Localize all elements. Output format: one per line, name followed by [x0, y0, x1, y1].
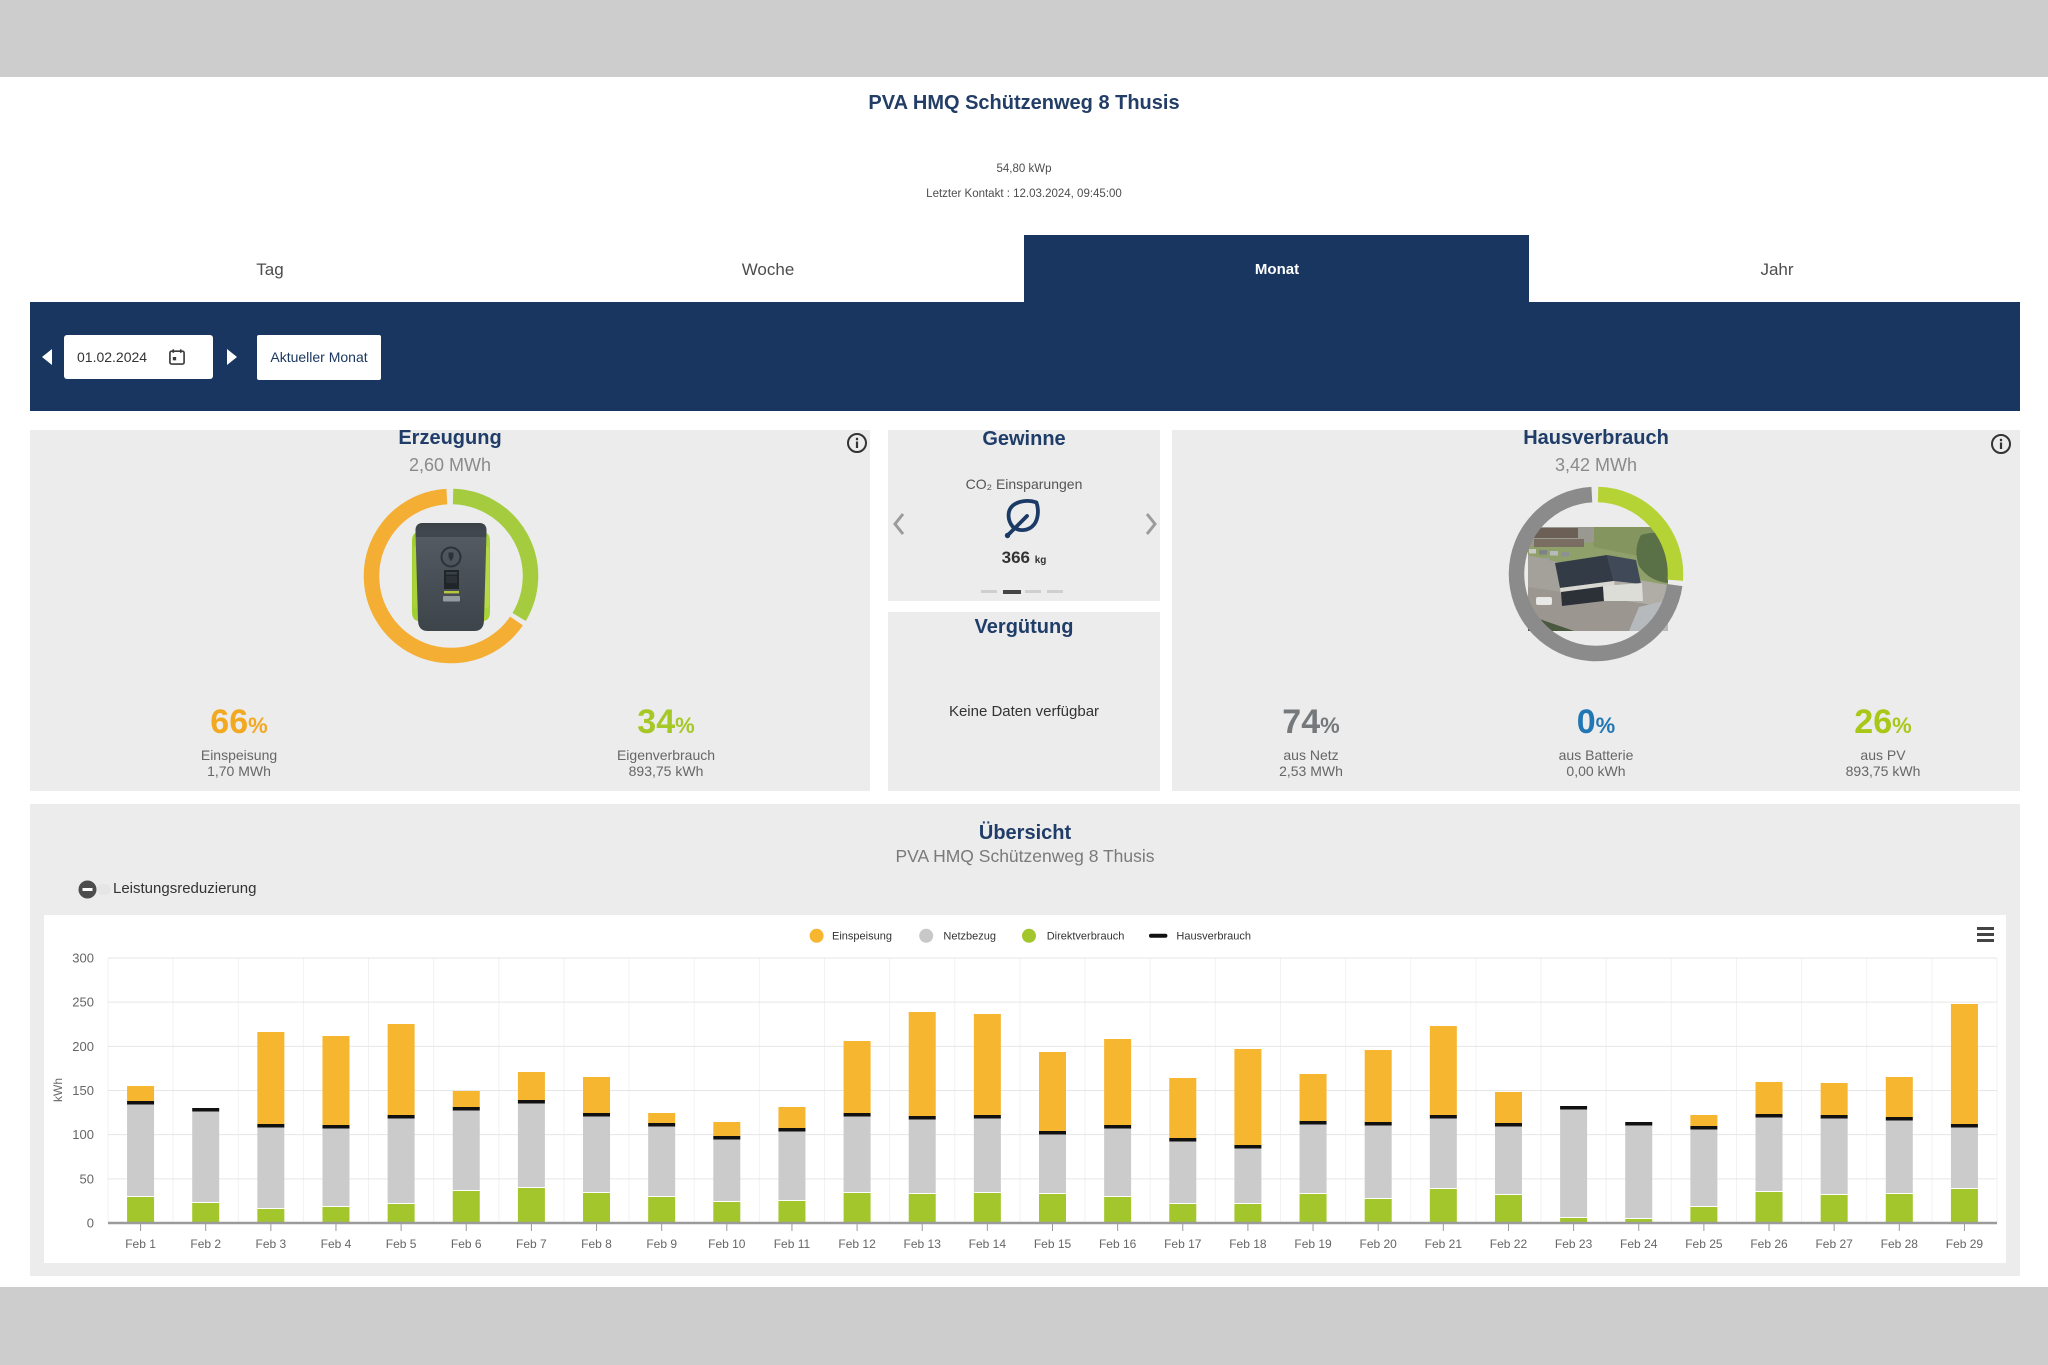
svg-text:Feb 24: Feb 24 [1620, 1237, 1658, 1251]
svg-text:Feb 15: Feb 15 [1034, 1237, 1072, 1251]
svg-text:Feb 20: Feb 20 [1360, 1237, 1398, 1251]
svg-text:Feb 5: Feb 5 [386, 1237, 417, 1251]
svg-text:Netzbezug: Netzbezug [943, 931, 996, 943]
svg-text:kWh: kWh [51, 1078, 65, 1102]
svg-text:Einspeisung: Einspeisung [832, 931, 892, 943]
svg-text:Feb 23: Feb 23 [1555, 1237, 1593, 1251]
svg-text:Feb 28: Feb 28 [1881, 1237, 1919, 1251]
svg-text:100: 100 [72, 1127, 94, 1142]
svg-text:Feb 27: Feb 27 [1815, 1237, 1853, 1251]
svg-text:Feb 8: Feb 8 [581, 1237, 612, 1251]
svg-text:Feb 21: Feb 21 [1425, 1237, 1463, 1251]
svg-text:Feb 9: Feb 9 [646, 1237, 677, 1251]
svg-text:Feb 1: Feb 1 [125, 1237, 156, 1251]
svg-text:Feb 22: Feb 22 [1490, 1237, 1528, 1251]
svg-text:250: 250 [72, 995, 94, 1010]
svg-text:Hausverbrauch: Hausverbrauch [1176, 931, 1251, 943]
svg-text:Feb 19: Feb 19 [1294, 1237, 1332, 1251]
svg-text:Feb 16: Feb 16 [1099, 1237, 1137, 1251]
svg-text:0: 0 [87, 1216, 94, 1231]
svg-text:Feb 26: Feb 26 [1750, 1237, 1788, 1251]
svg-text:Direktverbrauch: Direktverbrauch [1047, 931, 1125, 943]
svg-text:Feb 17: Feb 17 [1164, 1237, 1202, 1251]
svg-text:Feb 2: Feb 2 [190, 1237, 221, 1251]
svg-text:Feb 13: Feb 13 [904, 1237, 942, 1251]
svg-text:Feb 12: Feb 12 [838, 1237, 876, 1251]
svg-text:Feb 7: Feb 7 [516, 1237, 547, 1251]
svg-text:Feb 29: Feb 29 [1946, 1237, 1984, 1251]
svg-text:Feb 14: Feb 14 [969, 1237, 1007, 1251]
svg-text:150: 150 [72, 1083, 94, 1098]
svg-text:Feb 10: Feb 10 [708, 1237, 746, 1251]
svg-text:Feb 6: Feb 6 [451, 1237, 482, 1251]
svg-text:Feb 4: Feb 4 [321, 1237, 352, 1251]
svg-text:300: 300 [72, 950, 94, 965]
svg-text:Feb 25: Feb 25 [1685, 1237, 1723, 1251]
svg-text:50: 50 [80, 1171, 94, 1186]
svg-text:Feb 18: Feb 18 [1229, 1237, 1267, 1251]
svg-text:Feb 3: Feb 3 [255, 1237, 286, 1251]
svg-text:Feb 11: Feb 11 [774, 1237, 811, 1251]
svg-text:200: 200 [72, 1039, 94, 1054]
